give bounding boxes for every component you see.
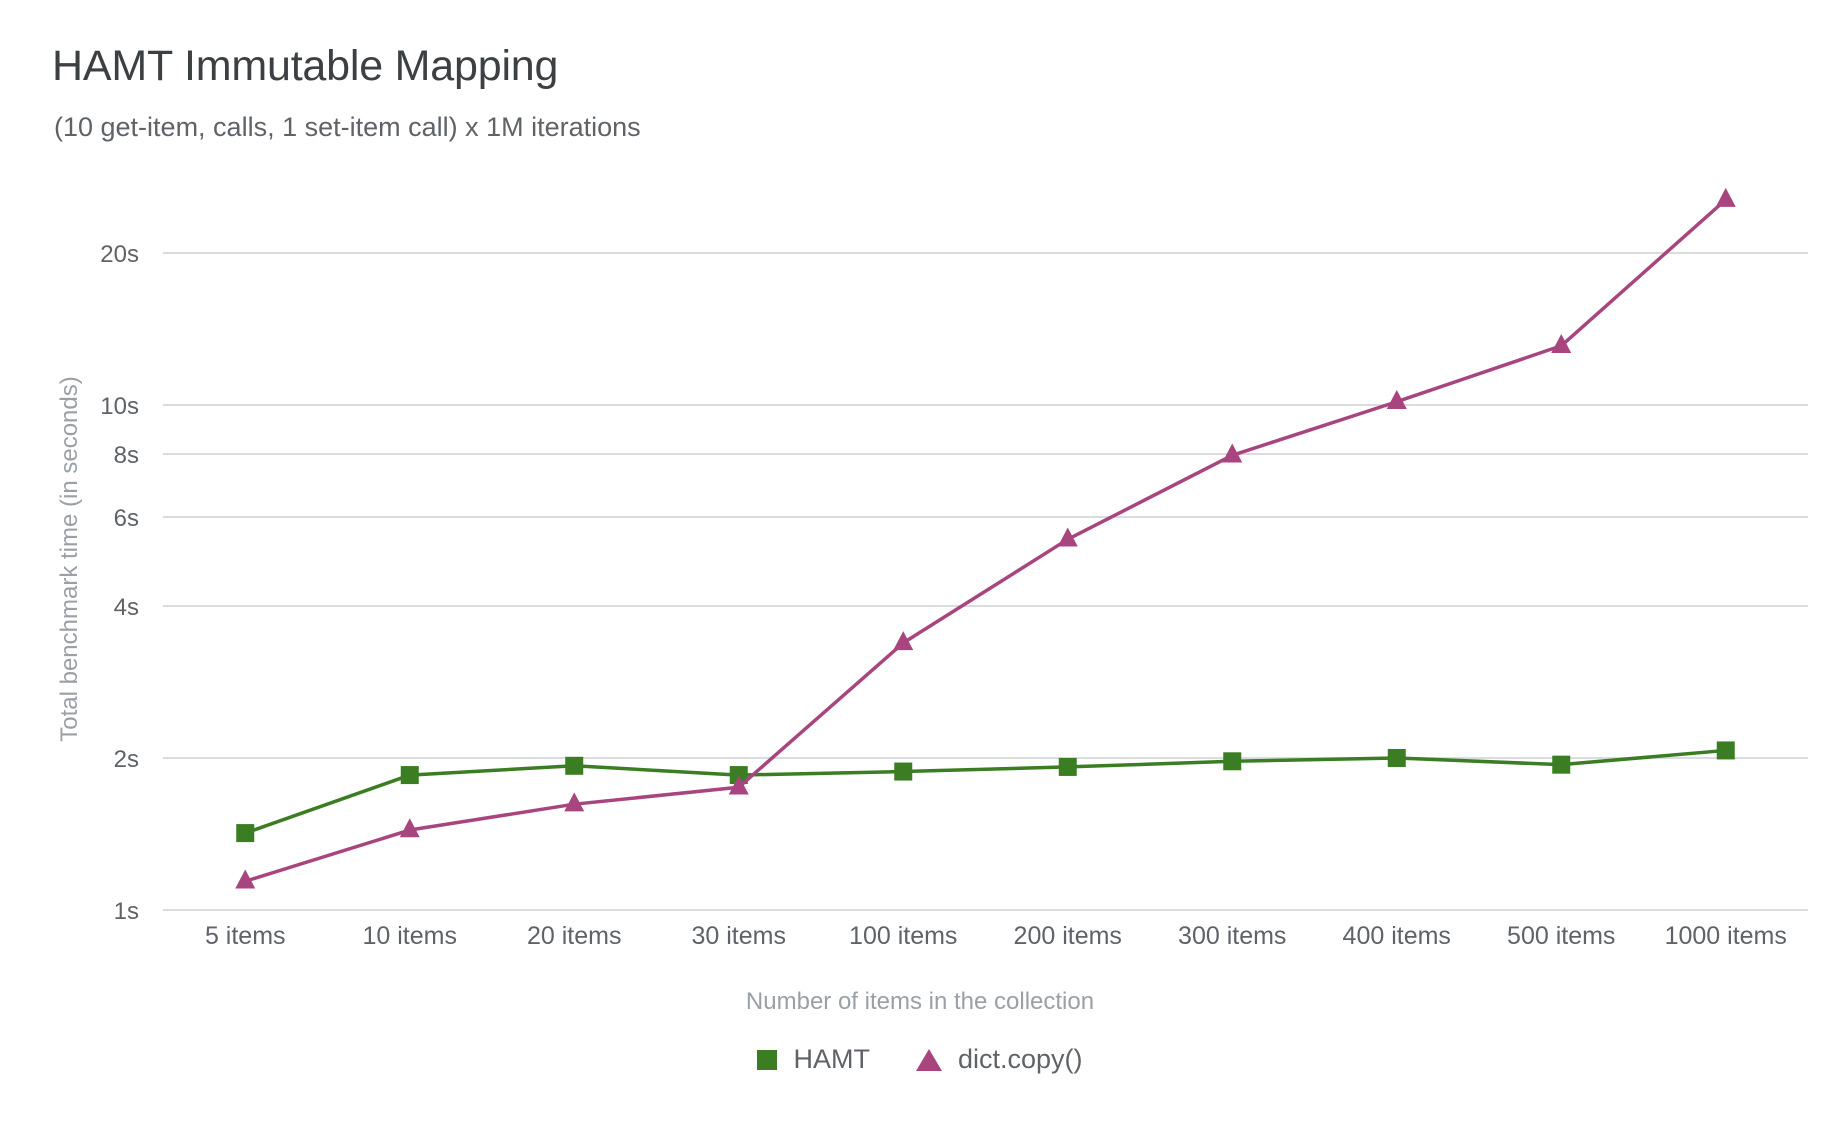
y-axis-tick-label: 1s [114, 898, 139, 925]
data-point-square-marker[interactable] [894, 762, 913, 781]
data-point-square-marker[interactable] [400, 766, 419, 785]
legend-item-dict-copy[interactable]: dict.copy() [915, 1044, 1083, 1075]
series-line-dict-copy- [244, 198, 1727, 883]
y-axis-tick-label: 4s [114, 594, 139, 621]
chart-subtitle: (10 get-item, calls, 1 set-item call) x … [54, 112, 641, 142]
data-point-square-marker[interactable] [236, 824, 255, 843]
data-point-square-marker[interactable] [1716, 741, 1735, 760]
data-point-triangle-marker[interactable] [1715, 187, 1736, 207]
data-point-square-marker[interactable] [729, 766, 748, 785]
data-point-triangle-marker[interactable] [1551, 333, 1572, 353]
data-point-square-marker[interactable] [1387, 748, 1406, 767]
y-axis-tick-labels: 1s 2s 4s 6s 8s 10s 20s [100, 241, 139, 925]
x-axis-tick-label: 10 items [363, 922, 457, 950]
data-point-square-marker[interactable] [1223, 752, 1242, 771]
y-axis-tick-label: 20s [100, 241, 139, 268]
x-axis-tick-labels: 5 items 10 items 20 items 30 items 100 items… [205, 922, 1787, 950]
x-axis-title: Number of items in the collection [745, 988, 1095, 1015]
data-point-triangle-marker[interactable] [399, 818, 420, 838]
legend-square-marker-icon [757, 1049, 778, 1070]
data-series-group [235, 187, 1736, 889]
plot-area: 1s 2s 4s 6s 8s 10s 20s 5 items 10 items 20 items… [100, 187, 1808, 950]
data-point-triangle-marker[interactable] [564, 792, 585, 812]
legend-item-label: dict.copy() [957, 1044, 1083, 1074]
x-axis-tick-label: 300 items [1178, 922, 1286, 950]
data-point-triangle-marker[interactable] [1222, 443, 1243, 463]
y-axis-tick-label: 10s [100, 393, 139, 420]
y-axis-tick-label: 6s [114, 505, 139, 532]
data-point-square-marker[interactable] [565, 756, 584, 775]
legend-item-label: HAMT [793, 1044, 870, 1074]
data-point-triangle-marker[interactable] [235, 869, 256, 889]
data-point-square-marker[interactable] [1552, 755, 1571, 774]
y-axis-tick-label: 8s [114, 442, 139, 469]
x-axis-tick-label: 100 items [849, 922, 957, 950]
y-axis-tick-label: 2s [114, 746, 139, 773]
legend-item-hamt[interactable]: HAMT [757, 1044, 870, 1075]
gridlines [163, 251, 1808, 911]
data-point-triangle-marker[interactable] [728, 775, 749, 795]
x-axis-tick-label: 400 items [1343, 922, 1451, 950]
x-axis-tick-label: 1000 items [1665, 922, 1787, 950]
legend-triangle-marker-icon [915, 1048, 942, 1071]
series-line-hamt [244, 748, 1726, 835]
x-axis-tick-label: 20 items [527, 922, 621, 950]
data-point-triangle-marker[interactable] [893, 631, 914, 651]
chart-legend: HAMT dict.copy() [0, 1044, 1840, 1075]
data-point-triangle-marker[interactable] [1057, 527, 1078, 547]
data-point-square-marker[interactable] [1058, 757, 1077, 776]
chart-title: HAMT Immutable Mapping [52, 42, 559, 90]
x-axis-tick-label: 200 items [1014, 922, 1122, 950]
x-axis-tick-label: 30 items [692, 922, 786, 950]
x-axis-tick-label: 5 items [205, 922, 286, 950]
data-point-triangle-marker[interactable] [1386, 389, 1407, 409]
x-axis-tick-label: 500 items [1507, 922, 1615, 950]
